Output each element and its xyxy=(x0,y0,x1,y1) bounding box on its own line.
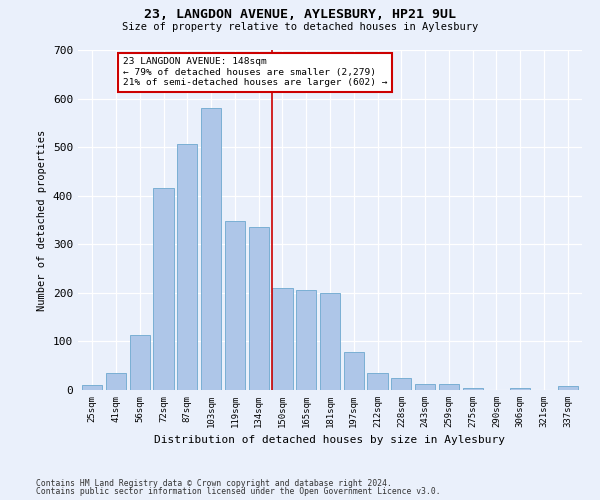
Bar xyxy=(106,373,126,390)
Bar xyxy=(415,384,435,390)
Text: 23 LANGDON AVENUE: 148sqm
← 79% of detached houses are smaller (2,279)
21% of se: 23 LANGDON AVENUE: 148sqm ← 79% of detac… xyxy=(123,58,388,87)
Bar xyxy=(557,386,578,390)
Text: 23, LANGDON AVENUE, AYLESBURY, HP21 9UL: 23, LANGDON AVENUE, AYLESBURY, HP21 9UL xyxy=(144,8,456,20)
X-axis label: Distribution of detached houses by size in Aylesbury: Distribution of detached houses by size … xyxy=(155,436,505,446)
Bar xyxy=(201,108,221,390)
Bar xyxy=(272,288,293,390)
Bar xyxy=(320,293,340,390)
Bar xyxy=(367,373,388,390)
Text: Size of property relative to detached houses in Aylesbury: Size of property relative to detached ho… xyxy=(122,22,478,32)
Text: Contains HM Land Registry data © Crown copyright and database right 2024.: Contains HM Land Registry data © Crown c… xyxy=(36,478,392,488)
Bar xyxy=(130,335,150,390)
Bar xyxy=(177,144,197,390)
Bar xyxy=(82,385,103,390)
Bar xyxy=(296,290,316,390)
Bar xyxy=(439,384,459,390)
Bar xyxy=(154,188,173,390)
Bar xyxy=(391,378,412,390)
Bar xyxy=(463,388,483,390)
Bar xyxy=(344,352,364,390)
Bar xyxy=(248,228,269,390)
Text: Contains public sector information licensed under the Open Government Licence v3: Contains public sector information licen… xyxy=(36,487,440,496)
Bar xyxy=(510,388,530,390)
Y-axis label: Number of detached properties: Number of detached properties xyxy=(37,130,47,310)
Bar xyxy=(225,221,245,390)
